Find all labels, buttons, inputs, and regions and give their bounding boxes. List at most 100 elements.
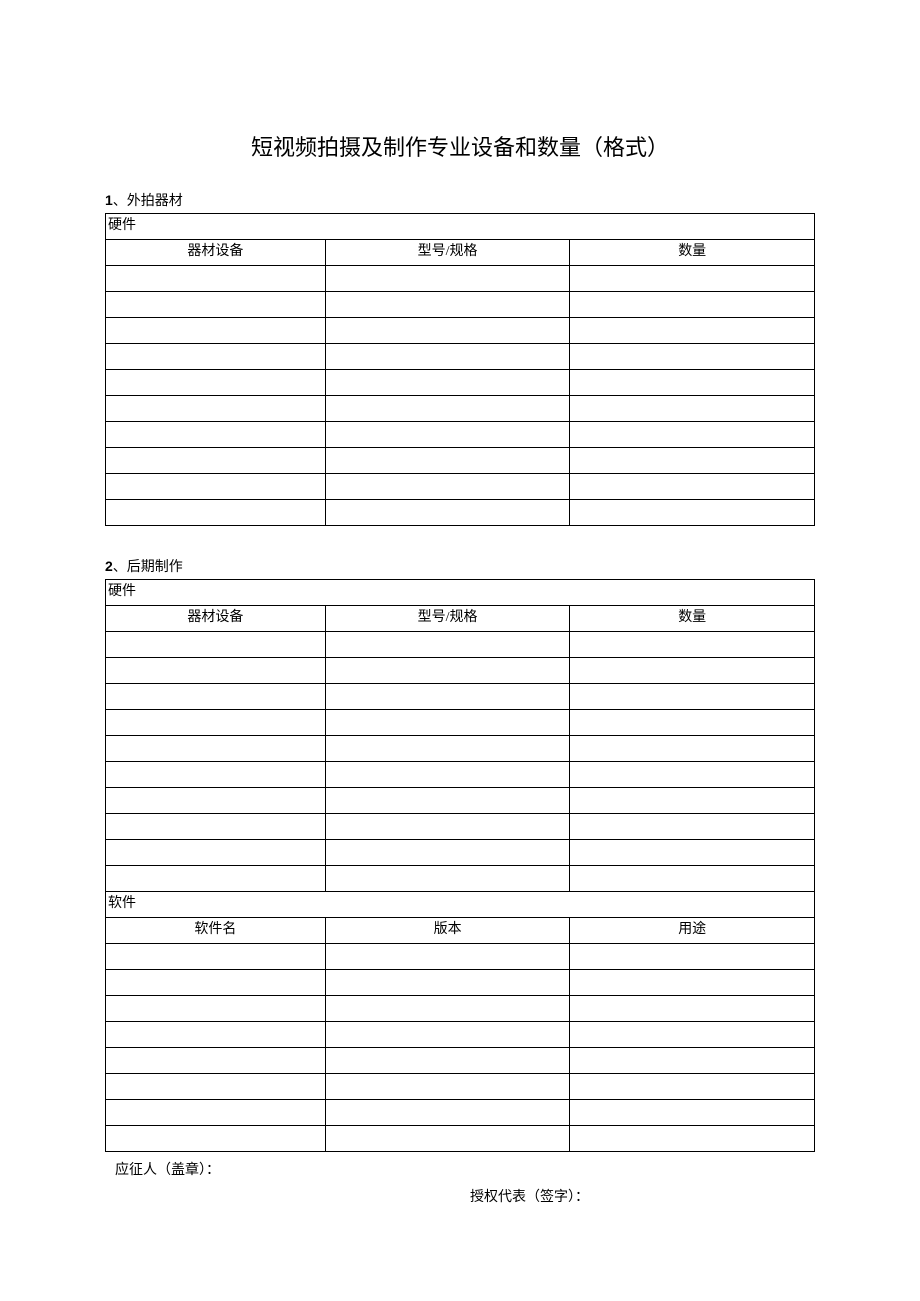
table-cell [106, 736, 326, 762]
table-row [106, 1126, 815, 1152]
table-row [106, 344, 815, 370]
table-cell [106, 684, 326, 710]
table-cell [570, 1048, 815, 1074]
table-row [106, 474, 815, 500]
table-cell [106, 1022, 326, 1048]
table-row [106, 658, 815, 684]
table-group-row: 硬件 [106, 580, 815, 606]
table-cell [570, 944, 815, 970]
table-cell [570, 814, 815, 840]
section: 1、外拍器材硬件器材设备型号/规格数量 [105, 190, 815, 526]
table-group-row: 硬件 [106, 214, 815, 240]
table-cell [106, 1074, 326, 1100]
table-cell [325, 996, 570, 1022]
table-cell [570, 1022, 815, 1048]
table-row [106, 292, 815, 318]
table-cell [325, 422, 570, 448]
table-cell [570, 996, 815, 1022]
table-cell [570, 318, 815, 344]
table-cell [570, 762, 815, 788]
table-row [106, 396, 815, 422]
table-column-header: 用途 [570, 918, 815, 944]
table-cell [570, 970, 815, 996]
table-cell [106, 996, 326, 1022]
table-cell [106, 1100, 326, 1126]
table-row [106, 710, 815, 736]
section-number: 2 [105, 558, 113, 574]
table-cell [325, 1022, 570, 1048]
table-cell [106, 396, 326, 422]
table-column-header: 器材设备 [106, 240, 326, 266]
table-group-label: 硬件 [106, 580, 815, 606]
table-column-header: 数量 [570, 240, 815, 266]
table-cell [570, 1074, 815, 1100]
table-row [106, 500, 815, 526]
table-cell [570, 448, 815, 474]
table-cell [570, 866, 815, 892]
table-cell [325, 814, 570, 840]
table-cell [325, 448, 570, 474]
table-row [106, 370, 815, 396]
table-column-header: 软件名 [106, 918, 326, 944]
table-cell [570, 396, 815, 422]
table-cell [325, 840, 570, 866]
table-row [106, 944, 815, 970]
table-cell [325, 658, 570, 684]
table-cell [106, 840, 326, 866]
equipment-table: 硬件器材设备型号/规格数量软件软件名版本用途 [105, 579, 815, 1152]
table-cell [325, 500, 570, 526]
table-cell [325, 1126, 570, 1152]
table-cell [570, 344, 815, 370]
table-row [106, 632, 815, 658]
table-cell [106, 866, 326, 892]
authorized-rep-sign-label: 授权代表（签字）： [105, 1185, 815, 1212]
table-row [106, 866, 815, 892]
table-cell [106, 318, 326, 344]
table-cell [570, 500, 815, 526]
table-cell [106, 632, 326, 658]
table-row [106, 996, 815, 1022]
table-cell [106, 500, 326, 526]
table-row [106, 814, 815, 840]
section-separator: 、 [113, 194, 127, 209]
table-row [106, 684, 815, 710]
table-header-row: 软件名版本用途 [106, 918, 815, 944]
table-cell [106, 1126, 326, 1152]
table-cell [325, 866, 570, 892]
table-row [106, 318, 815, 344]
table-row [106, 970, 815, 996]
table-row [106, 1100, 815, 1126]
table-cell [106, 448, 326, 474]
table-cell [325, 736, 570, 762]
equipment-table: 硬件器材设备型号/规格数量 [105, 213, 815, 526]
table-cell [106, 344, 326, 370]
table-cell [325, 944, 570, 970]
table-header-row: 器材设备型号/规格数量 [106, 240, 815, 266]
table-cell [570, 658, 815, 684]
table-row [106, 788, 815, 814]
table-header-row: 器材设备型号/规格数量 [106, 606, 815, 632]
table-cell [570, 1126, 815, 1152]
section-heading: 1、外拍器材 [105, 190, 815, 210]
table-cell [106, 658, 326, 684]
table-group-label: 硬件 [106, 214, 815, 240]
page-title: 短视频拍摄及制作专业设备和数量（格式） [105, 130, 815, 162]
table-column-header: 型号/规格 [325, 240, 570, 266]
table-row [106, 266, 815, 292]
table-column-header: 数量 [570, 606, 815, 632]
table-cell [325, 266, 570, 292]
signature-block: 应征人（盖章）： 授权代表（签字）： [105, 1158, 815, 1211]
table-cell [106, 422, 326, 448]
table-cell [106, 944, 326, 970]
table-row [106, 736, 815, 762]
table-cell [570, 474, 815, 500]
table-cell [106, 762, 326, 788]
table-row [106, 422, 815, 448]
table-column-header: 器材设备 [106, 606, 326, 632]
section-separator: 、 [113, 560, 127, 575]
table-cell [325, 318, 570, 344]
table-group-row: 软件 [106, 892, 815, 918]
table-cell [570, 422, 815, 448]
table-cell [570, 266, 815, 292]
table-cell [570, 370, 815, 396]
